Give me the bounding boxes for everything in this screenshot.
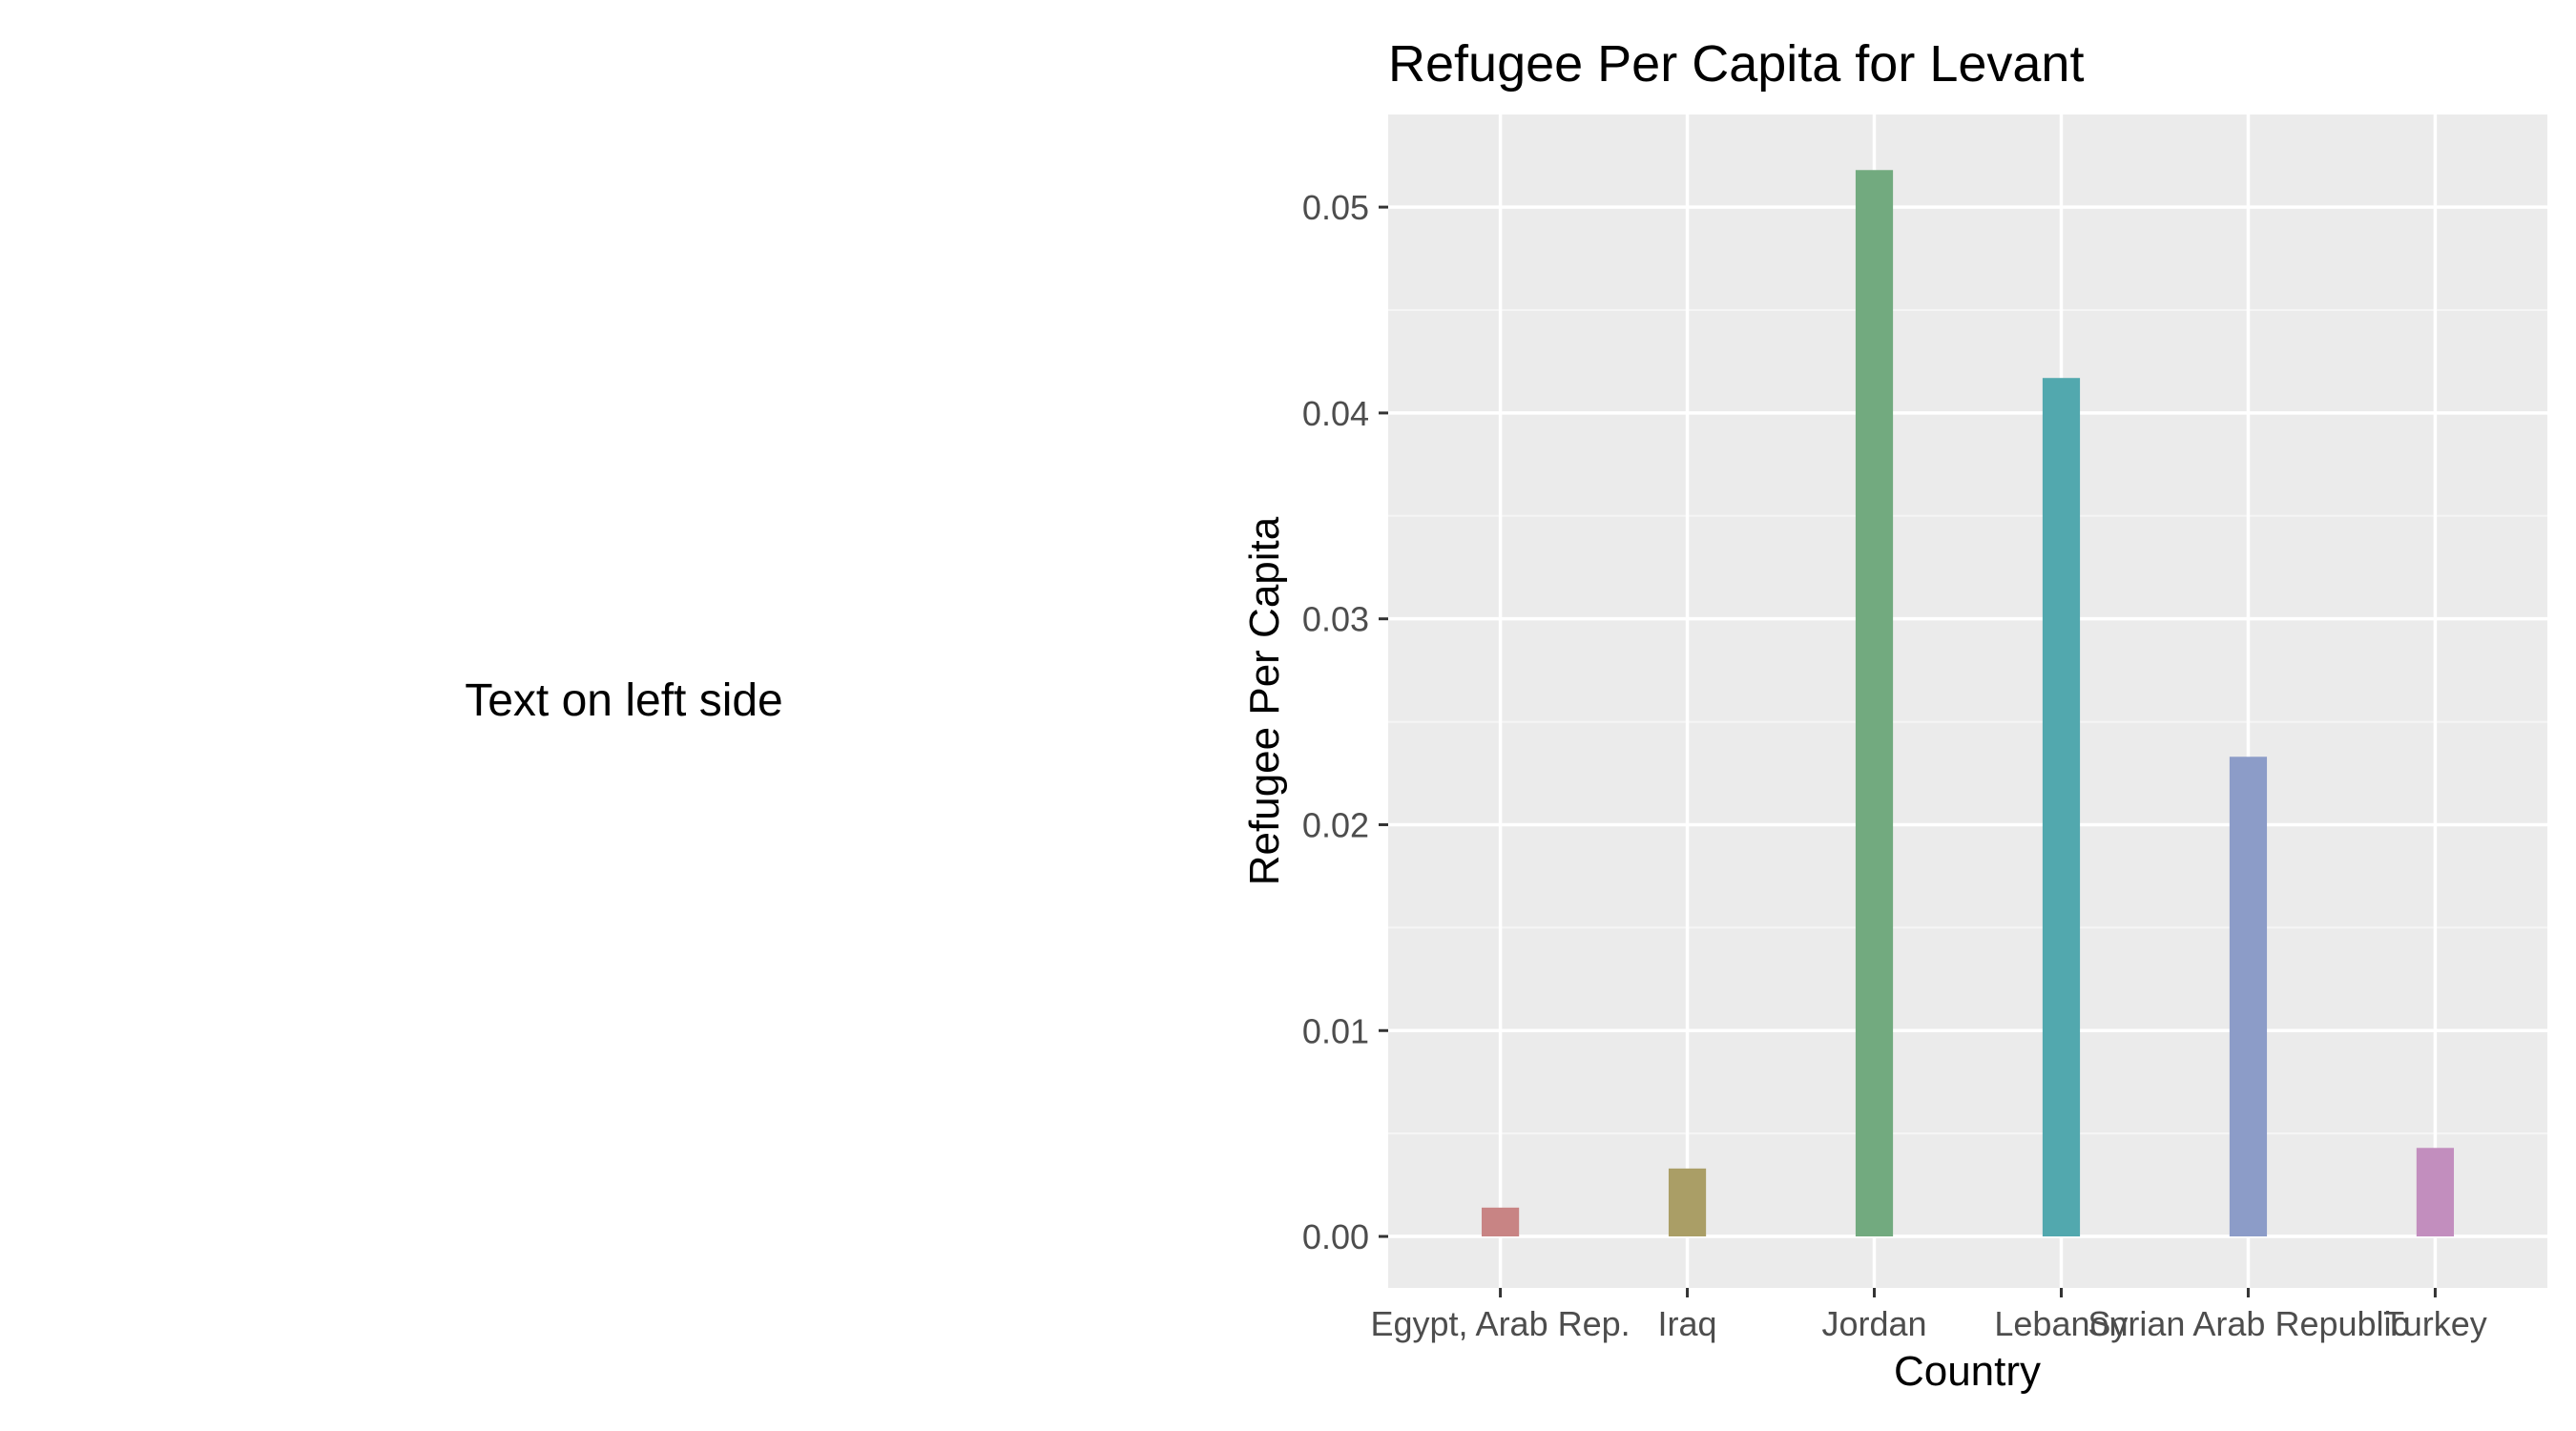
y-tick-label: 0.03 — [1302, 600, 1369, 639]
bar-iraq — [1668, 1168, 1707, 1237]
bar-jordan — [1855, 170, 1894, 1237]
bar-egypt-arab-rep — [1481, 1207, 1520, 1237]
x-tick-label: Jordan — [1821, 1304, 1926, 1343]
y-tick-label: 0.02 — [1302, 805, 1369, 844]
x-tick-label: Iraq — [1658, 1304, 1717, 1343]
plot-panel — [1388, 114, 2547, 1288]
y-tick-label: 0.00 — [1302, 1217, 1369, 1256]
y-tick-label: 0.05 — [1302, 188, 1369, 227]
x-tick-label: Egypt, Arab Rep. — [1370, 1304, 1630, 1343]
bar-turkey — [2416, 1148, 2455, 1237]
x-axis-title: Country — [1894, 1348, 2041, 1395]
bars — [1481, 170, 2455, 1237]
x-axis: Egypt, Arab Rep. Iraq Jordan LebanonSyrian … — [1370, 1288, 2487, 1343]
bar-syrian-arab-republic — [2229, 757, 2268, 1237]
y-axis: 0.00 0.01 0.02 0.03 0.04 0.05 — [1302, 188, 1388, 1256]
x-tick-label: Turkey — [2383, 1304, 2487, 1343]
y-tick-label: 0.04 — [1302, 394, 1369, 433]
y-axis-title: Refugee Per Capita — [1241, 516, 1288, 885]
y-tick-label: 0.01 — [1302, 1011, 1369, 1050]
x-tick-label: Lebanon — [1994, 1304, 2128, 1343]
bar-lebanon — [2042, 378, 2081, 1237]
x-tick-label: Syrian Arab Republic — [2088, 1304, 2408, 1343]
chart-title: Refugee Per Capita for Levant — [1388, 35, 2084, 93]
left-side-text: Text on left side — [465, 675, 783, 726]
